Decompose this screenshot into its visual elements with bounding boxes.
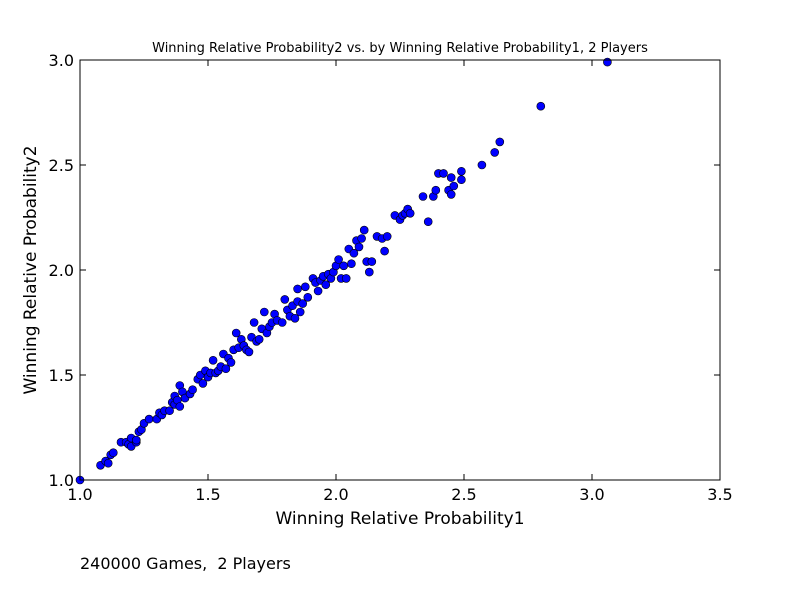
footnote: 240000 Games, 2 Players (80, 554, 291, 573)
data-point (104, 459, 112, 467)
y-tick-label: 1.0 (49, 471, 74, 490)
data-point (537, 102, 545, 110)
data-point (491, 148, 499, 156)
data-point (281, 295, 289, 303)
y-tick-label: 2.5 (49, 156, 74, 175)
x-tick-label: 3.5 (707, 485, 732, 504)
y-axis-label: Winning Relative Probability2 (21, 145, 41, 394)
data-point (355, 243, 363, 251)
data-point (424, 218, 432, 226)
data-point (255, 335, 263, 343)
data-point (406, 209, 414, 217)
axis-ticks: 1.0 1.5 2.0 2.5 3.0 3.51.01.52.02.53.0 (49, 51, 733, 504)
chart-title: Winning Relative Probability2 vs. by Win… (152, 41, 648, 56)
data-point (496, 138, 504, 146)
data-point (176, 403, 184, 411)
data-point (603, 58, 611, 66)
data-point (432, 186, 440, 194)
x-tick-label: 2.5 (451, 485, 476, 504)
data-point (145, 415, 153, 423)
data-point (381, 247, 389, 255)
data-point (189, 386, 197, 394)
data-point (109, 449, 117, 457)
data-point (447, 174, 455, 182)
x-tick-label: 1.5 (195, 485, 220, 504)
data-point (358, 235, 366, 243)
data-point (342, 274, 350, 282)
data-point (383, 232, 391, 240)
data-point (250, 319, 258, 327)
data-point (278, 319, 286, 327)
plot-frame (80, 60, 720, 480)
x-tick-label: 2.0 (323, 485, 348, 504)
data-point (365, 268, 373, 276)
x-tick-label: 3.0 (579, 485, 604, 504)
data-point (340, 262, 348, 270)
data-point (132, 436, 140, 444)
data-point (457, 176, 465, 184)
data-point (314, 287, 322, 295)
data-point (294, 285, 302, 293)
data-point (419, 193, 427, 201)
x-axis-label: Winning Relative Probability1 (275, 509, 524, 529)
data-point (209, 356, 217, 364)
y-tick-label: 2.0 (49, 261, 74, 280)
y-tick-label: 1.5 (49, 366, 74, 385)
data-point (457, 167, 465, 175)
data-point (296, 308, 304, 316)
data-point (440, 169, 448, 177)
y-tick-label: 3.0 (49, 51, 74, 70)
data-point (304, 293, 312, 301)
data-point (360, 226, 368, 234)
data-point (245, 348, 253, 356)
data-point (260, 308, 268, 316)
data-point (227, 358, 235, 366)
data-point (478, 161, 486, 169)
data-points (76, 58, 611, 484)
data-point (450, 182, 458, 190)
data-point (447, 190, 455, 198)
data-point (368, 258, 376, 266)
data-point (301, 283, 309, 291)
data-point (347, 260, 355, 268)
